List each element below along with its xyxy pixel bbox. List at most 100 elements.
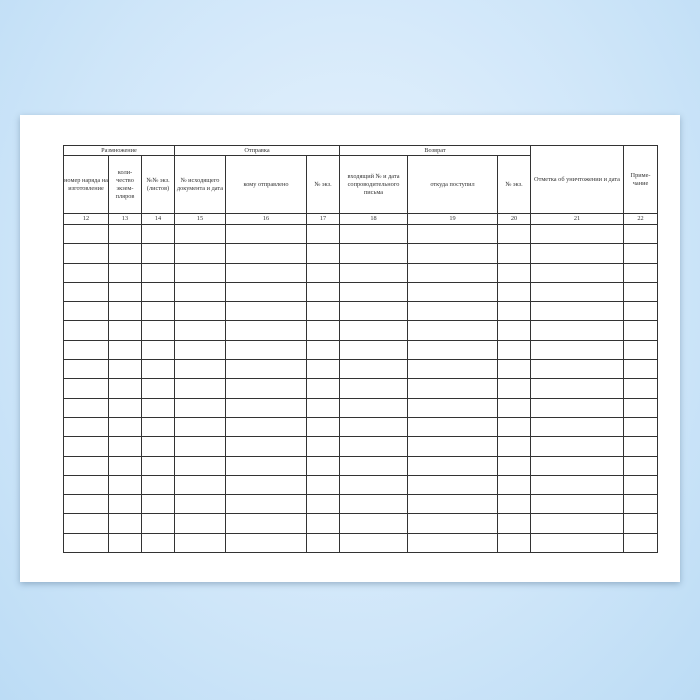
table-cell[interactable] (407, 359, 498, 380)
table-cell[interactable] (174, 494, 226, 515)
table-cell[interactable] (407, 281, 498, 303)
table-cell[interactable] (225, 359, 307, 380)
table-cell[interactable] (141, 494, 175, 515)
table-cell[interactable] (339, 281, 408, 303)
table-cell[interactable] (225, 378, 307, 399)
table-cell[interactable] (623, 513, 658, 534)
table-cell[interactable] (63, 301, 109, 322)
table-cell[interactable] (63, 455, 109, 476)
table-cell[interactable] (497, 494, 531, 515)
table-cell[interactable] (339, 455, 408, 476)
table-cell[interactable] (108, 320, 142, 341)
table-cell[interactable] (530, 223, 624, 245)
table-cell[interactable] (306, 397, 340, 418)
table-cell[interactable] (339, 416, 408, 438)
table-cell[interactable] (497, 397, 531, 418)
table-cell[interactable] (407, 416, 498, 438)
table-cell[interactable] (306, 223, 340, 245)
table-cell[interactable] (108, 416, 142, 438)
table-cell[interactable] (530, 397, 624, 418)
table-cell[interactable] (339, 513, 408, 534)
table-cell[interactable] (623, 262, 658, 283)
table-cell[interactable] (497, 243, 531, 264)
table-cell[interactable] (174, 243, 226, 264)
table-cell[interactable] (141, 532, 175, 554)
table-cell[interactable] (141, 223, 175, 245)
table-cell[interactable] (306, 243, 340, 264)
table-cell[interactable] (306, 359, 340, 380)
table-cell[interactable] (141, 262, 175, 283)
table-cell[interactable] (623, 378, 658, 399)
table-cell[interactable] (141, 513, 175, 534)
table-cell[interactable] (339, 397, 408, 418)
table-cell[interactable] (306, 455, 340, 476)
table-cell[interactable] (623, 455, 658, 476)
table-cell[interactable] (63, 474, 109, 496)
table-cell[interactable] (306, 339, 340, 361)
table-cell[interactable] (497, 359, 531, 380)
table-cell[interactable] (530, 262, 624, 283)
table-cell[interactable] (63, 513, 109, 534)
table-cell[interactable] (108, 455, 142, 476)
table-cell[interactable] (174, 513, 226, 534)
table-cell[interactable] (530, 301, 624, 322)
table-cell[interactable] (339, 223, 408, 245)
table-cell[interactable] (339, 532, 408, 554)
table-cell[interactable] (623, 397, 658, 418)
table-cell[interactable] (141, 339, 175, 361)
table-cell[interactable] (63, 339, 109, 361)
table-cell[interactable] (306, 494, 340, 515)
table-cell[interactable] (306, 378, 340, 399)
table-cell[interactable] (407, 262, 498, 283)
table-cell[interactable] (174, 532, 226, 554)
table-cell[interactable] (497, 474, 531, 496)
table-cell[interactable] (407, 455, 498, 476)
table-cell[interactable] (306, 532, 340, 554)
table-cell[interactable] (108, 223, 142, 245)
table-cell[interactable] (108, 243, 142, 264)
table-cell[interactable] (530, 513, 624, 534)
table-cell[interactable] (623, 494, 658, 515)
table-cell[interactable] (497, 301, 531, 322)
table-cell[interactable] (108, 262, 142, 283)
table-cell[interactable] (407, 397, 498, 418)
table-cell[interactable] (63, 320, 109, 341)
table-cell[interactable] (63, 378, 109, 399)
table-cell[interactable] (339, 378, 408, 399)
table-cell[interactable] (174, 301, 226, 322)
table-cell[interactable] (141, 243, 175, 264)
table-cell[interactable] (108, 513, 142, 534)
table-cell[interactable] (225, 223, 307, 245)
table-cell[interactable] (623, 339, 658, 361)
table-cell[interactable] (225, 513, 307, 534)
table-cell[interactable] (174, 320, 226, 341)
table-cell[interactable] (497, 378, 531, 399)
table-cell[interactable] (108, 301, 142, 322)
table-cell[interactable] (530, 436, 624, 457)
table-cell[interactable] (225, 301, 307, 322)
table-cell[interactable] (530, 281, 624, 303)
table-cell[interactable] (225, 416, 307, 438)
table-cell[interactable] (623, 436, 658, 457)
table-cell[interactable] (530, 359, 624, 380)
table-cell[interactable] (108, 339, 142, 361)
table-cell[interactable] (306, 474, 340, 496)
table-cell[interactable] (530, 455, 624, 476)
table-cell[interactable] (623, 416, 658, 438)
table-cell[interactable] (530, 320, 624, 341)
table-cell[interactable] (141, 455, 175, 476)
table-cell[interactable] (141, 474, 175, 496)
table-cell[interactable] (225, 455, 307, 476)
table-cell[interactable] (108, 359, 142, 380)
table-cell[interactable] (497, 532, 531, 554)
table-cell[interactable] (339, 262, 408, 283)
table-cell[interactable] (63, 532, 109, 554)
table-cell[interactable] (108, 532, 142, 554)
table-cell[interactable] (108, 494, 142, 515)
table-cell[interactable] (225, 339, 307, 361)
table-cell[interactable] (174, 281, 226, 303)
table-cell[interactable] (225, 397, 307, 418)
table-cell[interactable] (530, 474, 624, 496)
table-cell[interactable] (108, 281, 142, 303)
table-cell[interactable] (623, 281, 658, 303)
